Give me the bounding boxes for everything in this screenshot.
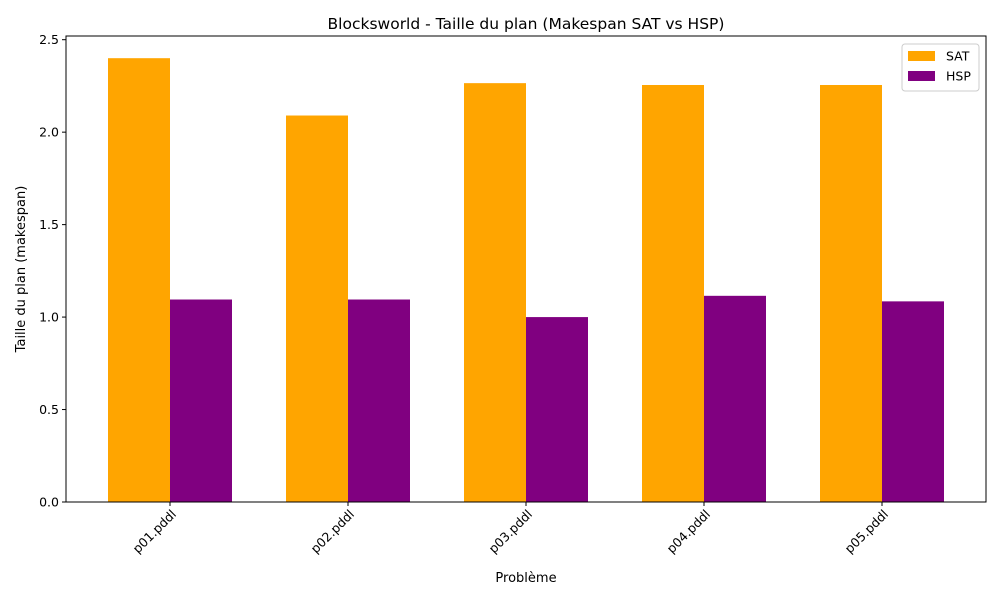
y-tick-label: 1.0 (39, 310, 59, 325)
legend-label-sat: SAT (946, 49, 970, 64)
bar-hsp-p01-pddl (170, 299, 232, 502)
legend-swatch-hsp (908, 71, 935, 81)
x-axis: p01.pddl p02.pddl p03.pddl p04.pddl p05.pddl (130, 502, 892, 557)
chart-title: Blocksworld - Taille du plan (Makespan S… (328, 15, 725, 33)
bar-sat-p04-pddl (642, 85, 704, 502)
y-axis-label: Taille du plan (makespan) (14, 186, 29, 354)
x-tick-label: p02.pddl (308, 507, 358, 557)
bar-hsp-p02-pddl (348, 299, 410, 502)
bar-sat-p03-pddl (464, 83, 526, 503)
bar-hsp-p03-pddl (526, 317, 588, 502)
y-tick-label: 1.5 (39, 217, 59, 232)
y-tick-label: 2.5 (39, 32, 59, 47)
legend: SAT HSP (901, 43, 980, 92)
x-tick-label: p01.pddl (130, 507, 180, 557)
x-axis-label: Problème (495, 571, 556, 586)
bar-hsp-p05-pddl (882, 301, 944, 502)
x-tick-label: p04.pddl (664, 507, 714, 557)
x-tick-label: p03.pddl (486, 507, 536, 557)
legend-label-hsp: HSP (946, 69, 971, 84)
bar-sat-p02-pddl (286, 115, 348, 503)
bar-sat-p01-pddl (108, 58, 170, 502)
x-tick-label: p05.pddl (842, 507, 892, 557)
bar-sat-p05-pddl (820, 85, 882, 502)
y-tick-label: 0.5 (39, 402, 59, 417)
legend-swatch-sat (908, 51, 935, 61)
bars-group (108, 58, 944, 503)
y-tick-label: 2.0 (39, 125, 59, 140)
bar-hsp-p04-pddl (704, 295, 766, 502)
y-axis: 0.0 0.5 1.0 1.5 2.0 2.5 (39, 32, 66, 510)
y-tick-label: 0.0 (39, 495, 59, 510)
